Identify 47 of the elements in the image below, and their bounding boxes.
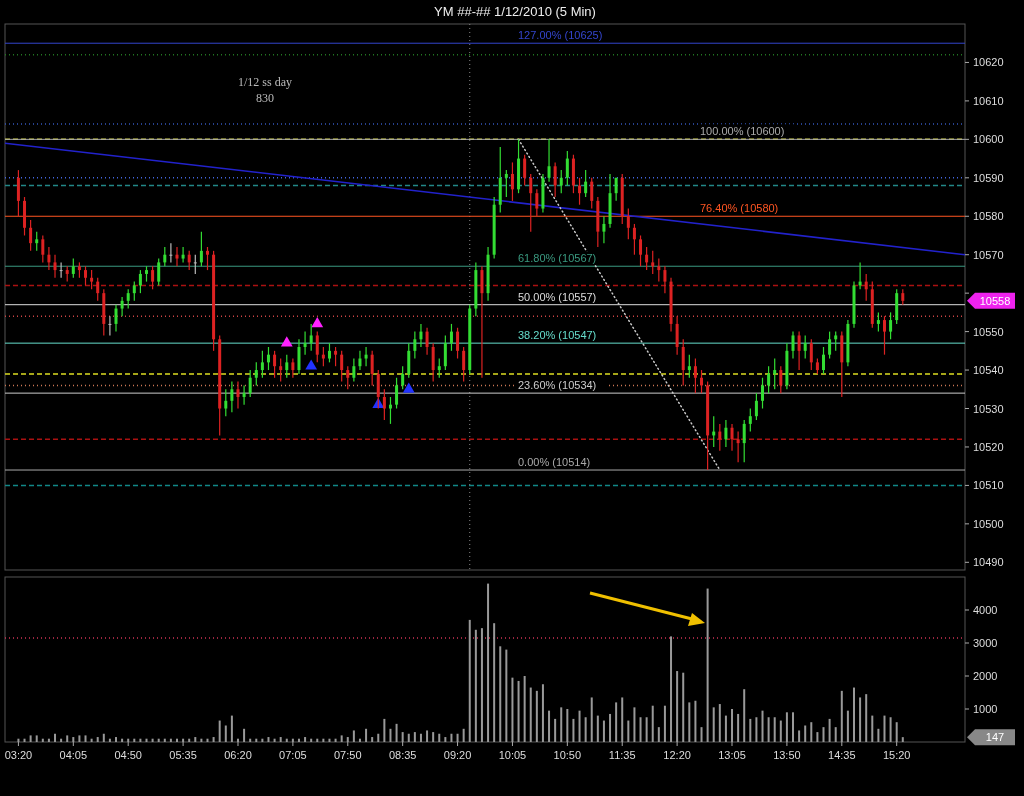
y-tick-label: 10540	[973, 364, 1004, 377]
x-tick-label: 11:35	[608, 749, 636, 761]
x-tick-label: 14:35	[828, 749, 856, 761]
y-tick-label: 3000	[973, 637, 998, 649]
x-tick-label: 10:50	[553, 749, 582, 761]
y-tick-label: 4000	[973, 604, 998, 616]
ref-line-label: 50.00% (10557)	[518, 290, 597, 303]
ref-line-label: 61.80% (10567)	[518, 252, 597, 265]
x-tick-label: 13:50	[773, 749, 801, 761]
text: 10558	[979, 294, 1011, 307]
y-tick-label: 10590	[973, 171, 1004, 184]
x-tick-label: 13:05	[718, 749, 746, 761]
x-tick-label: 05:35	[169, 749, 197, 761]
x-tick-label: 08:35	[388, 749, 417, 761]
annotation: 1/12 ss day	[238, 75, 292, 89]
x-tick-label: 07:05	[279, 749, 307, 761]
y-tick-label: 10570	[973, 248, 1004, 261]
y-tick-label: 10510	[973, 479, 1004, 492]
ref-line-label: 0.00% (10514)	[518, 456, 591, 469]
y-tick-label: 10550	[973, 325, 1004, 338]
x-tick-label: 10:05	[498, 749, 527, 761]
annotation: 830	[256, 91, 274, 105]
y-tick-label: 10580	[973, 210, 1004, 223]
ref-line-label: 127.00% (10625)	[518, 29, 603, 42]
y-tick-label: 10600	[973, 133, 1004, 146]
ref-line-label: 76.40% (10580)	[700, 202, 779, 215]
x-tick-label: 12:20	[663, 749, 691, 761]
x-tick-label: 09:20	[443, 749, 472, 761]
text: 147	[985, 731, 1005, 744]
x-tick-label: 07:50	[334, 749, 362, 761]
y-tick-label: 10620	[973, 56, 1004, 69]
y-tick-label: 2000	[973, 670, 998, 682]
x-tick-label: 15:20	[882, 749, 911, 761]
ref-line-label: 38.20% (10547)	[518, 329, 597, 342]
y-tick-label: 10610	[973, 94, 1004, 107]
ref-line-label: 23.60% (10534)	[518, 379, 597, 392]
x-tick-label: 06:20	[224, 749, 252, 761]
y-tick-label: 10530	[973, 402, 1004, 415]
ref-line-label: 100.00% (10600)	[700, 125, 785, 138]
x-tick-label: 04:50	[114, 749, 142, 761]
y-tick-label: 10500	[973, 517, 1004, 530]
x-tick-label: 04:05	[59, 749, 88, 761]
x-tick-label: 03:20	[4, 749, 33, 761]
y-tick-label: 1000	[973, 703, 998, 715]
y-tick-label: 10520	[973, 440, 1004, 453]
y-tick-label: 10490	[973, 556, 1004, 569]
chart-title: YM ##-## 1/12/2010 (5 Min)	[434, 4, 596, 19]
